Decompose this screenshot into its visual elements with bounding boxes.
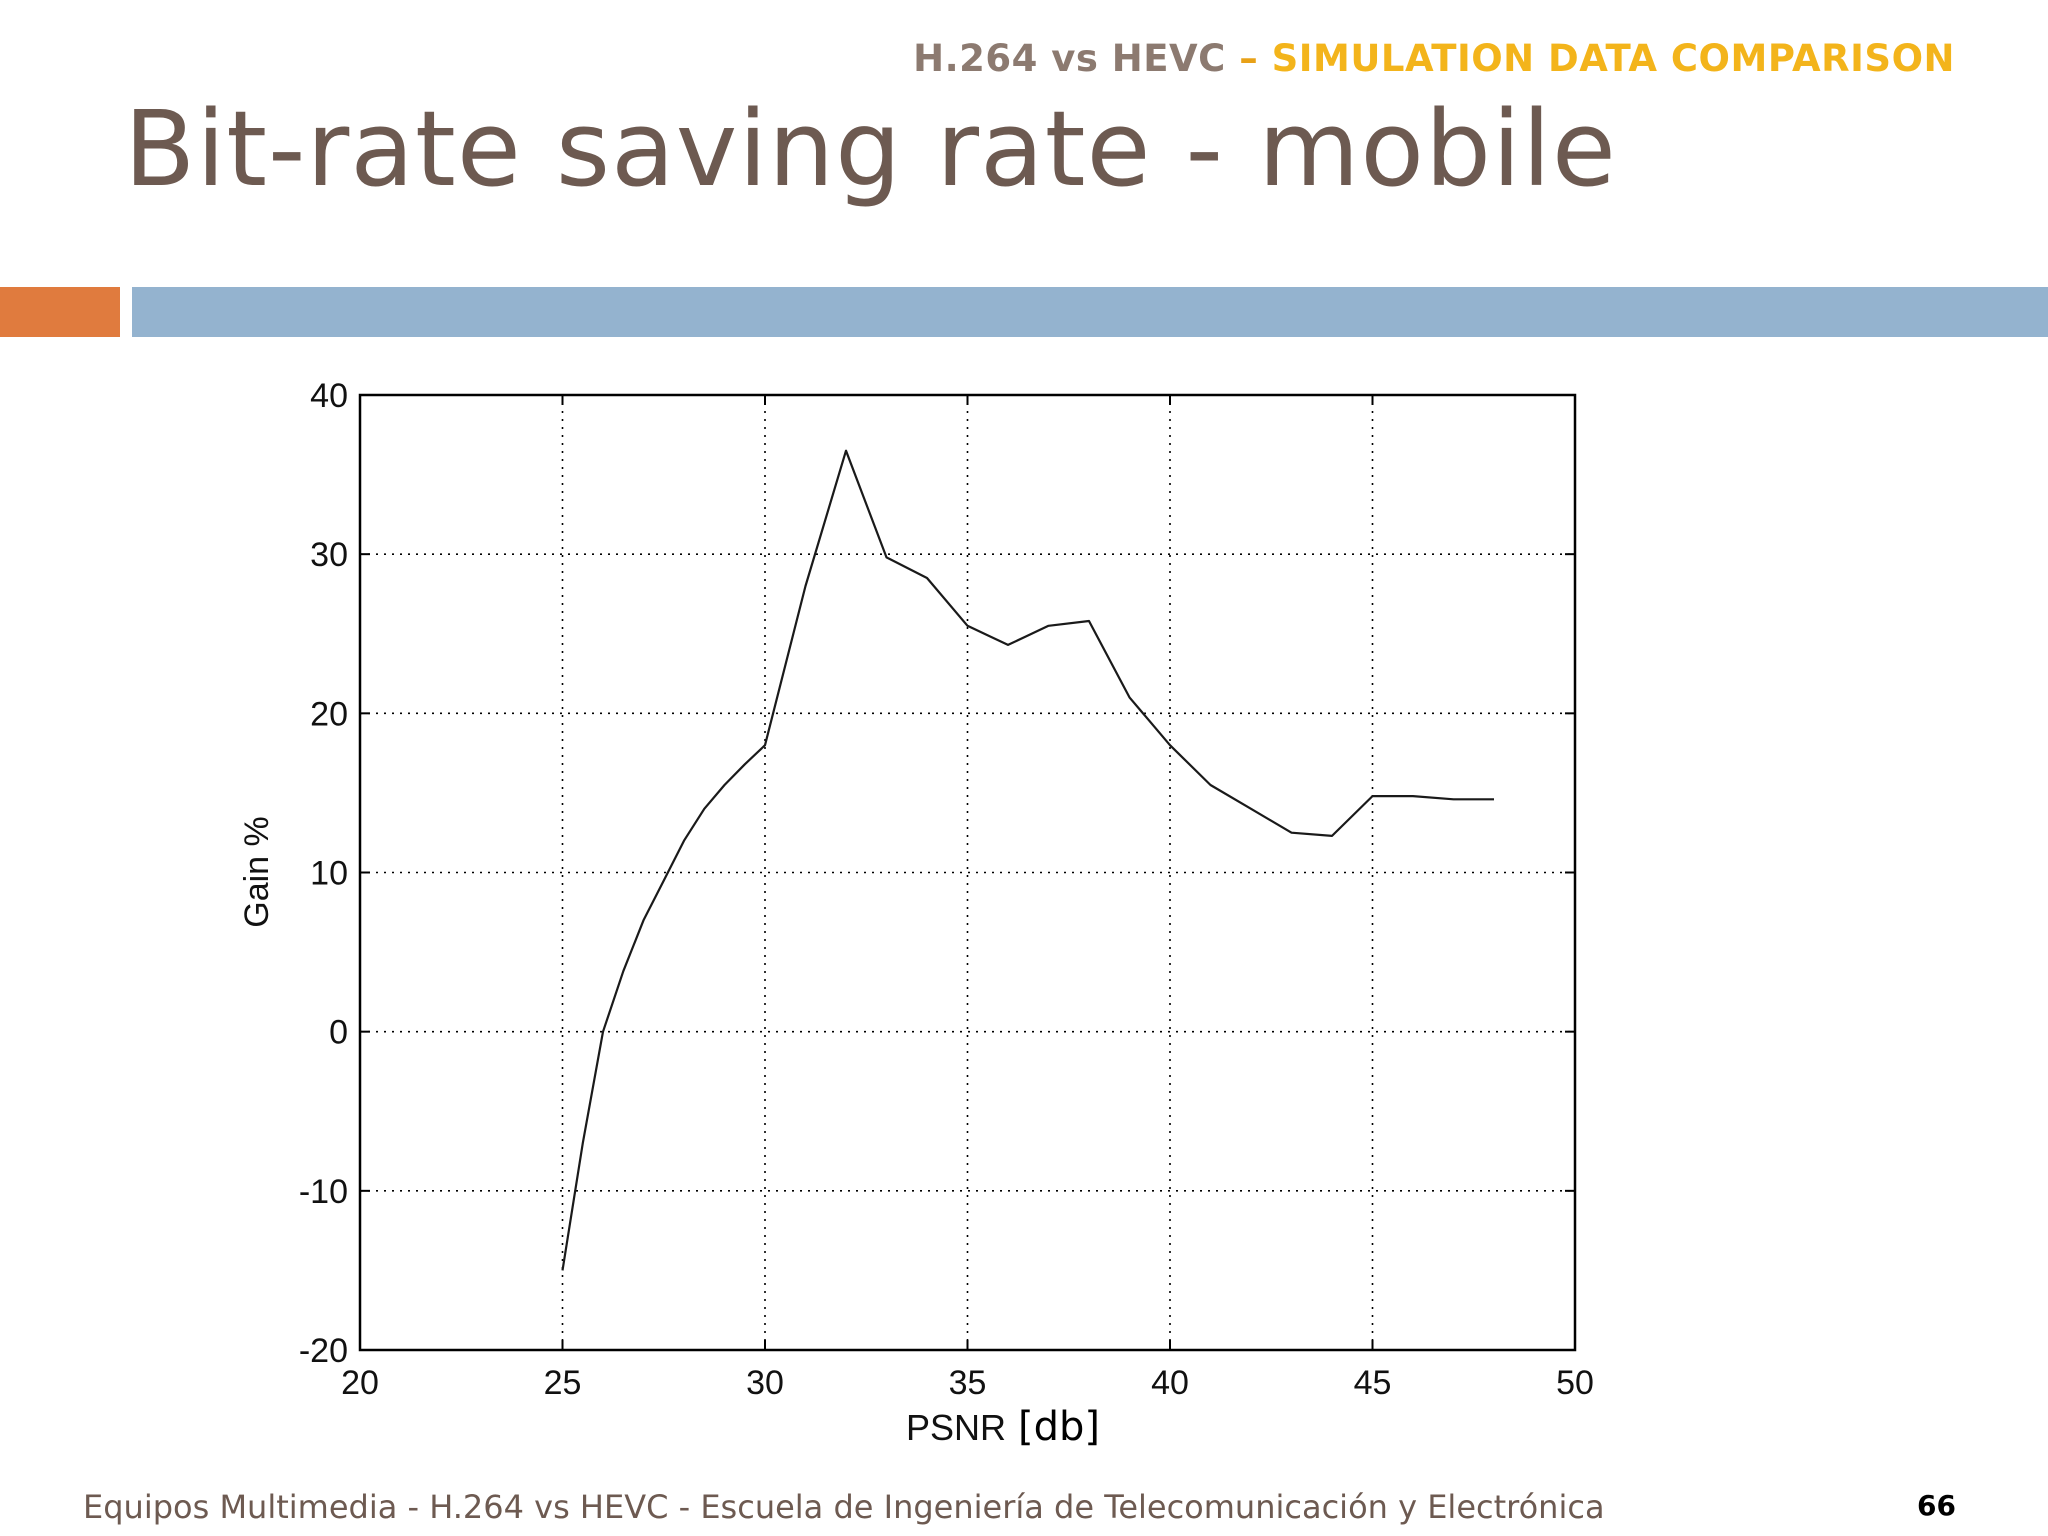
y-tick-label: -20	[299, 1332, 348, 1370]
x-axis-label-text: PSNR	[906, 1407, 1006, 1448]
x-tick-label: 20	[341, 1364, 379, 1402]
section-header: H.264 vs HEVC – SIMULATION DATA COMPARIS…	[913, 37, 1955, 80]
x-tick-label: 50	[1556, 1364, 1594, 1402]
y-tick-label: 10	[310, 855, 348, 893]
accent-bar-orange	[0, 287, 120, 337]
series-line	[561, 449, 1494, 1271]
x-tick-label: 30	[746, 1364, 784, 1402]
x-axis-label-unit: [db]	[1018, 1404, 1100, 1450]
x-axis-label: PSNR [db]	[906, 1404, 1100, 1450]
footer-text: Equipos Multimedia - H.264 vs HEVC - Esc…	[83, 1488, 1605, 1526]
x-tick-label: 40	[1151, 1364, 1189, 1402]
y-tick-label: -10	[299, 1173, 348, 1211]
grid-lines	[360, 395, 1575, 1350]
y-tick-label: 30	[310, 536, 348, 574]
accent-bar-blue	[132, 287, 2048, 337]
page-number: 66	[1917, 1489, 1956, 1522]
tick-marks	[359, 394, 1576, 1351]
header-suffix: SIMULATION DATA COMPARISON	[1271, 37, 1955, 80]
x-tick-label: 25	[544, 1364, 582, 1402]
y-tick-label: 40	[310, 377, 348, 415]
y-axis-label: Gain %	[238, 816, 276, 928]
x-tick-label: 35	[949, 1364, 987, 1402]
slide-title: Bit-rate saving rate - mobile	[124, 88, 1617, 210]
header-prefix: H.264 vs HEVC	[913, 37, 1226, 80]
y-tick-label: 20	[310, 695, 348, 733]
header-separator: –	[1225, 37, 1272, 80]
tick-labels: 20 25 30 35 40 45 50 -20 -10 0 10 20 30 40	[299, 377, 1594, 1402]
x-tick-label: 45	[1354, 1364, 1392, 1402]
y-tick-label: 0	[329, 1014, 348, 1052]
